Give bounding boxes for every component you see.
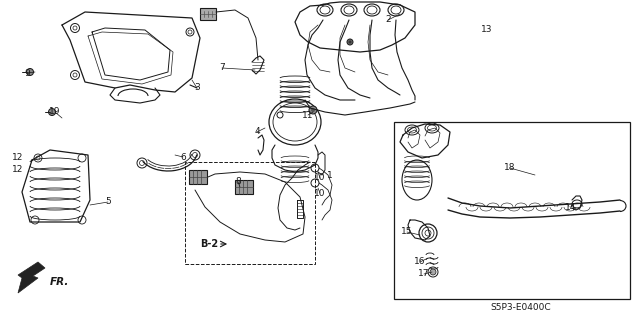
Text: 14: 14 xyxy=(565,203,577,211)
Text: 13: 13 xyxy=(481,26,493,34)
Text: 16: 16 xyxy=(414,257,426,266)
Text: 6: 6 xyxy=(180,152,186,161)
Text: 1: 1 xyxy=(327,170,333,180)
Text: 11: 11 xyxy=(302,110,314,120)
Circle shape xyxy=(347,39,353,45)
Bar xyxy=(200,8,216,20)
Text: 10: 10 xyxy=(314,174,326,182)
Text: S5P3-E0400C: S5P3-E0400C xyxy=(490,303,550,313)
Text: 3: 3 xyxy=(194,84,200,93)
Circle shape xyxy=(49,108,56,115)
Text: 18: 18 xyxy=(504,164,516,173)
Circle shape xyxy=(349,41,351,43)
Bar xyxy=(185,162,315,264)
Text: 12: 12 xyxy=(12,152,24,161)
Text: 15: 15 xyxy=(401,227,413,236)
Circle shape xyxy=(26,69,33,76)
Text: FR.: FR. xyxy=(50,277,69,287)
Bar xyxy=(189,170,207,184)
Text: 17: 17 xyxy=(419,270,429,278)
Text: 9: 9 xyxy=(24,69,30,78)
Text: 19: 19 xyxy=(49,108,61,116)
Circle shape xyxy=(309,106,317,114)
Polygon shape xyxy=(18,262,45,293)
Text: 12: 12 xyxy=(12,166,24,174)
Text: 2: 2 xyxy=(385,16,391,25)
Text: 8: 8 xyxy=(235,177,241,187)
Text: 7: 7 xyxy=(219,63,225,72)
Text: 5: 5 xyxy=(105,197,111,206)
Circle shape xyxy=(311,108,315,112)
Text: B-2: B-2 xyxy=(200,239,218,249)
Text: 4: 4 xyxy=(254,128,260,137)
Bar xyxy=(235,180,253,194)
Circle shape xyxy=(430,269,436,275)
Text: 10: 10 xyxy=(314,189,326,197)
Bar xyxy=(394,122,630,299)
